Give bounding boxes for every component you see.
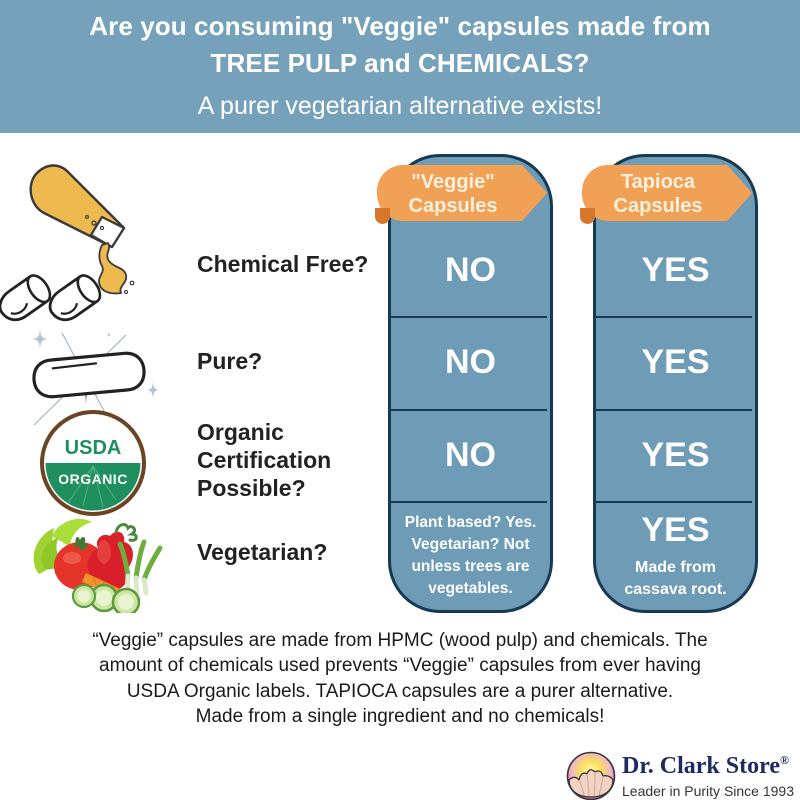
svg-text:USDA: USDA: [65, 437, 122, 459]
svg-text:ORGANIC: ORGANIC: [58, 471, 128, 487]
